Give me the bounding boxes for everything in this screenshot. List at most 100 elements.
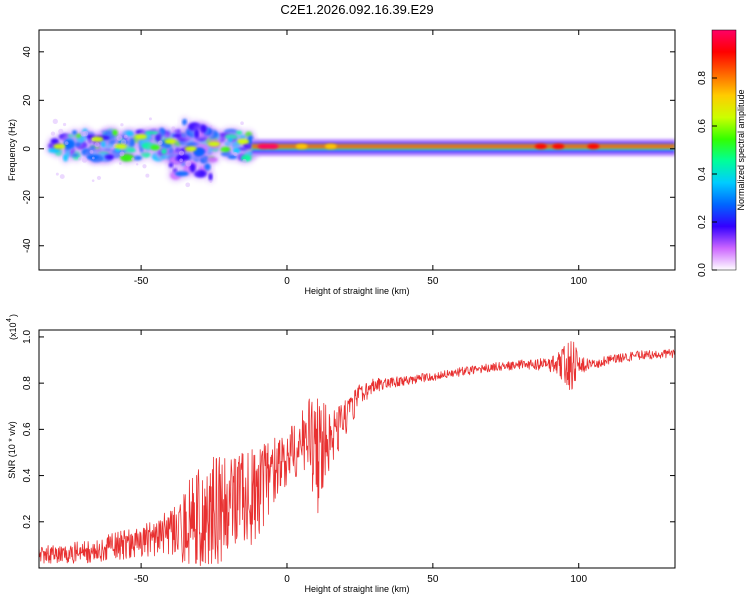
snr-scale-close: ) [8, 314, 18, 317]
spectrogram-blob [63, 154, 68, 162]
snr-y-axis-label: SNR (10 * v/v) [7, 421, 17, 479]
spectrogram-speck [120, 139, 127, 146]
snr-ticks: -50 0 50 100 0.2 0.4 0.6 0.8 1.0 [22, 330, 675, 585]
snr-y-tick-label: 1.0 [22, 330, 33, 344]
spectrogram-speck [233, 151, 238, 157]
colorbar-gradient [712, 30, 736, 270]
spectrogram-blob [189, 163, 196, 173]
spectrogram-frame [38, 29, 676, 271]
spectrogram-speck [135, 163, 139, 166]
spectrogram-speck [142, 164, 147, 169]
spectrogram-speck [58, 128, 64, 134]
spectrogram-hotspot-3 [135, 134, 148, 140]
spectrogram-x-tick-label: 50 [427, 276, 439, 287]
spectrogram-speck [145, 173, 150, 178]
spectrogram-blob [208, 173, 213, 181]
spectrogram-data [45, 115, 675, 188]
spectrogram-y-axis-label: Frequency (Hz) [7, 119, 17, 181]
snr-scale-label: (x10 [8, 322, 18, 340]
spectrogram-x-tick-label: 0 [284, 276, 290, 287]
spectrogram-hotspot-11 [324, 143, 337, 149]
spectrogram-blob [235, 130, 243, 135]
spectrogram-speck [123, 134, 128, 139]
spectrogram-blob [103, 154, 115, 160]
spectrogram-hotspot-4 [164, 138, 177, 145]
spectrogram-hotspot-2 [114, 143, 127, 149]
spectrogram-speck [242, 158, 247, 164]
colorbar-tick-label: 0.2 [697, 215, 708, 229]
spectrogram-speck [91, 156, 95, 160]
spectrogram-hotspot-0 [53, 143, 66, 149]
spectrogram-blob [175, 171, 189, 177]
spectrogram-hotspot-10 [295, 143, 308, 149]
spectrogram-speck [171, 126, 176, 131]
spectrogram-y-tick-label: 20 [22, 94, 33, 106]
spectrogram-y-tick-label: -40 [22, 238, 33, 253]
snr-y-tick-label: 0.2 [22, 514, 33, 528]
spectrogram-y-tick-label: 0 [22, 146, 33, 152]
spectrogram-blob [194, 129, 199, 139]
snr-series-line [39, 341, 675, 566]
spectrogram-hotspot-5 [184, 146, 197, 152]
spectrogram-speck [96, 175, 102, 181]
spectrogram-speck [55, 172, 59, 176]
spectrogram-blob [50, 138, 59, 144]
spectrogram-speck [94, 142, 100, 148]
spectrogram-speck [59, 174, 65, 180]
spectrogram-blob [219, 146, 231, 152]
snr-x-tick-label: 0 [284, 574, 290, 585]
spectrogram-ticks: -50 0 50 100 -40 -20 0 20 40 [22, 30, 675, 287]
spectrogram-blob [48, 148, 60, 153]
spectrogram-hotspot-13 [552, 143, 565, 149]
spectrogram-speck [52, 118, 58, 124]
snr-frame [38, 329, 676, 569]
colorbar: 0.0 0.2 0.4 0.6 0.8 Normalized spectral ampl… [697, 29, 746, 277]
spectrogram-blob [233, 148, 241, 154]
spectrogram-hotspot-8 [257, 143, 270, 149]
spectrogram-blob [228, 137, 233, 143]
spectrogram-blob [145, 131, 159, 135]
spectrogram-speck [116, 135, 123, 141]
spectrogram-band-0 [45, 124, 260, 166]
spectrogram-blob [112, 129, 118, 136]
spectrogram-speck [131, 157, 135, 161]
snr-x-tick-label: 50 [427, 574, 439, 585]
spectrogram-speck [91, 179, 95, 182]
spectrogram-speck [178, 150, 185, 156]
spectrogram-speck [118, 162, 122, 165]
spectrogram-speck [82, 130, 89, 137]
spectrogram-speck [119, 151, 125, 157]
snr-scale-factor: (x10 4 ) [6, 314, 18, 340]
spectrogram-speck [81, 157, 88, 163]
snr-y-tick-label: 0.8 [22, 376, 33, 390]
spectrogram-blob [172, 134, 181, 138]
spectrogram-y-tick-label: -20 [22, 190, 33, 205]
colorbar-tick-label: 0.4 [697, 167, 708, 181]
snr-x-tick-label: -50 [134, 574, 149, 585]
spectrogram-blob [72, 130, 77, 135]
spectrogram-blob [150, 145, 161, 151]
colorbar-frame [711, 29, 737, 271]
colorbar-ticks: 0.0 0.2 0.4 0.6 0.8 [697, 71, 717, 277]
spectrogram-speck [158, 140, 163, 146]
spectrogram-blob [161, 148, 167, 155]
spectrogram-speck [120, 123, 124, 127]
spectrogram-band-1 [165, 115, 222, 184]
snr-x-axis-label: Height of straight line (km) [304, 584, 409, 594]
snr-scale-exponent: 4 [6, 318, 13, 322]
spectrogram-blob [168, 162, 174, 168]
spectrogram-hotspot-9 [266, 143, 279, 149]
spectrogram-speck [209, 180, 213, 183]
spectrogram-speck [64, 141, 69, 145]
spectrogram-hotspot-12 [534, 143, 547, 149]
spectrogram-speck [148, 117, 152, 121]
spectrogram-speck [89, 150, 94, 154]
spectrogram-speck [185, 160, 192, 167]
spectrogram-ridge [251, 143, 675, 149]
snr-y-tick-label: 0.4 [22, 468, 33, 482]
colorbar-tick-label: 0.0 [697, 263, 708, 277]
spectrogram-speck [62, 122, 67, 127]
snr-panel: -50 0 50 100 0.2 0.4 0.6 0.8 1.0 Height of strai… [6, 314, 676, 594]
snr-y-tick-label: 0.6 [22, 422, 33, 436]
